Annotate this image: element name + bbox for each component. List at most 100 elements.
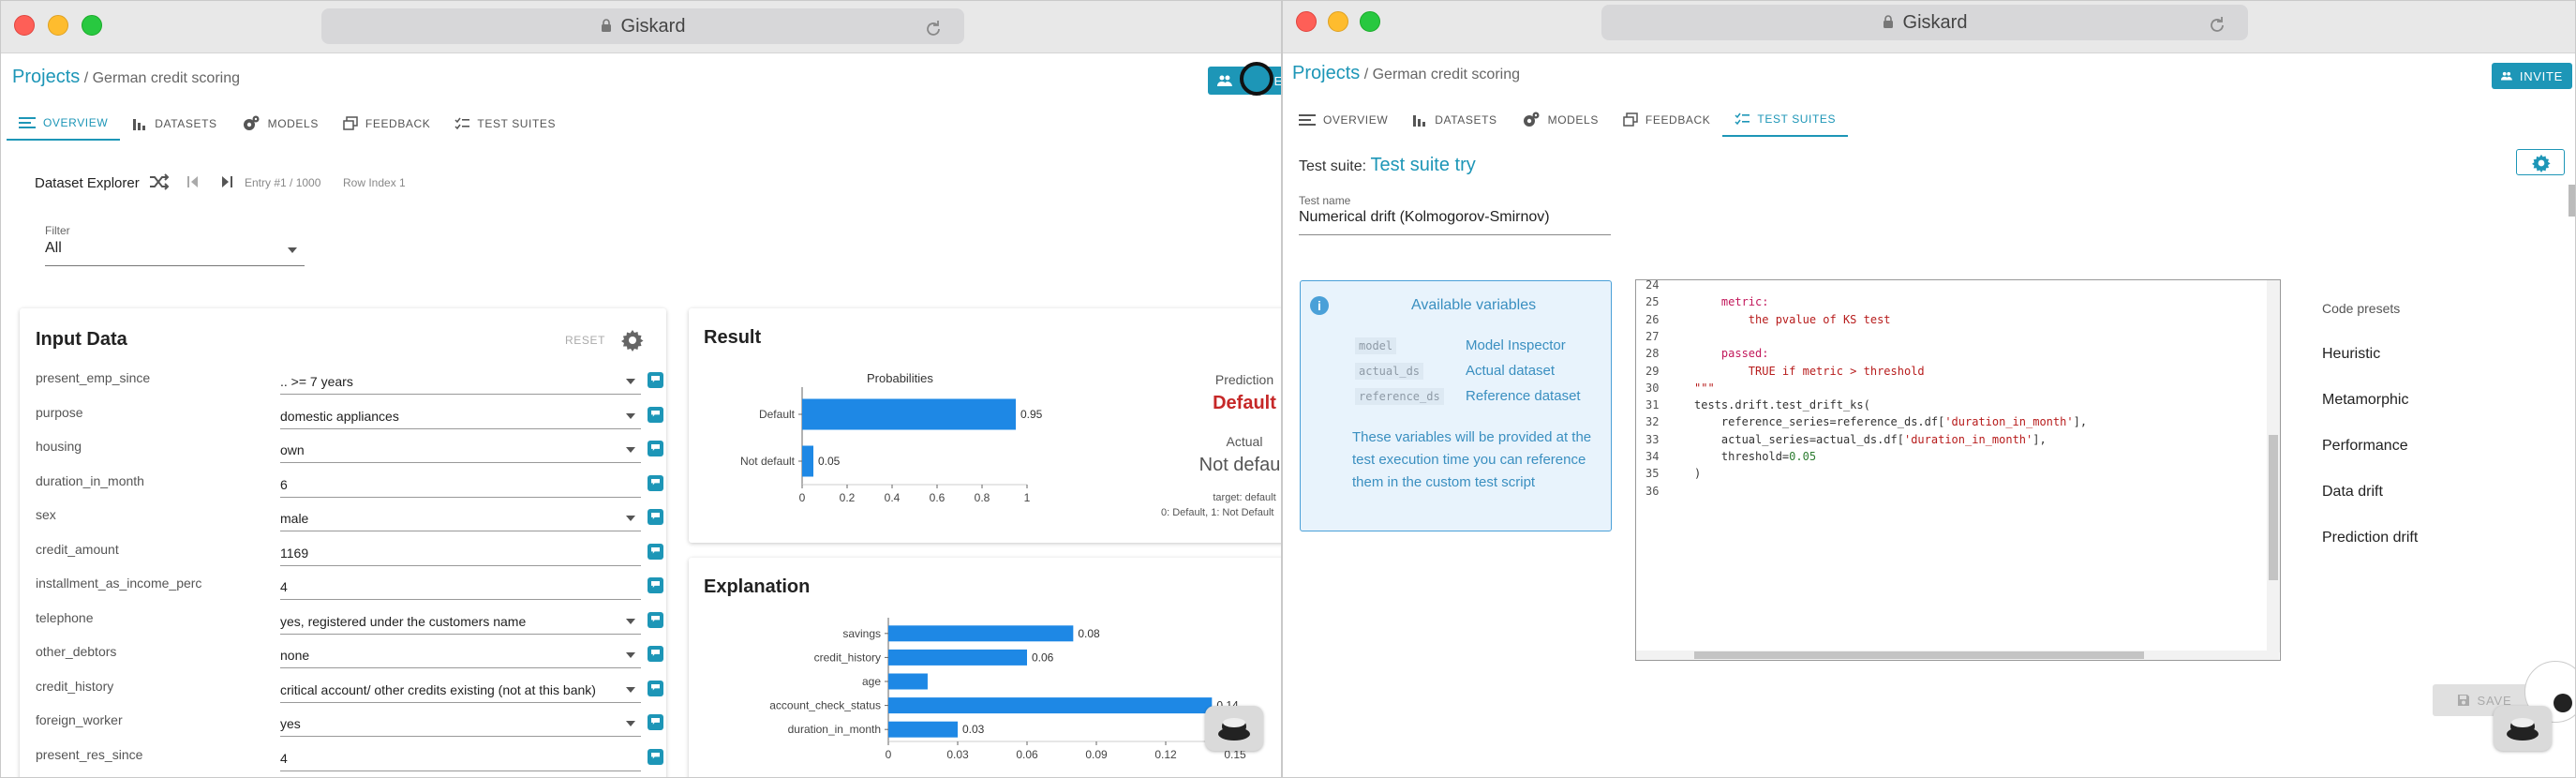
add-feedback-icon[interactable] <box>648 441 663 456</box>
checklist-icon <box>1735 112 1750 126</box>
address-bar[interactable]: Giskard <box>321 8 964 44</box>
invite-button[interactable]: INVITE <box>2492 63 2572 89</box>
minimize-window-button[interactable] <box>48 15 68 36</box>
code-text: reference_series=reference_ds.df['durati… <box>1694 415 2088 429</box>
add-feedback-icon[interactable] <box>648 577 663 593</box>
add-feedback-icon[interactable] <box>648 406 663 423</box>
address-bar[interactable]: Giskard <box>1601 5 2248 40</box>
first-page-icon[interactable] <box>186 175 200 188</box>
add-feedback-icon[interactable] <box>648 509 663 525</box>
support-fab[interactable] <box>2494 706 2552 751</box>
add-feedback-icon[interactable] <box>648 543 663 560</box>
field-select[interactable]: own <box>280 437 641 463</box>
suite-name: Test suite try <box>1370 155 1476 175</box>
add-feedback-icon[interactable] <box>648 611 663 628</box>
field-select[interactable]: yes, registered under the customers name <box>280 608 641 635</box>
line-number: 27 <box>1645 329 1660 343</box>
field-select[interactable]: domestic appliances <box>280 403 641 429</box>
add-feedback-icon[interactable] <box>648 646 663 662</box>
x-tick-label: 0.09 <box>1085 748 1108 761</box>
tab-overview[interactable]: OVERVIEW <box>7 107 121 141</box>
horizontal-scrollbar[interactable] <box>1636 651 2279 660</box>
shuffle-icon[interactable] <box>149 172 170 191</box>
breadcrumb-projects-link[interactable]: Projects <box>12 67 81 87</box>
feedback-icon <box>1623 112 1638 127</box>
breadcrumb-projects-link[interactable]: Projects <box>1292 63 1361 83</box>
field-input[interactable]: 1169 <box>280 540 641 566</box>
project-tabs: OVERVIEW DATASETS MODELS FEEDBACK TEST S… <box>7 107 568 141</box>
next-page-icon[interactable] <box>220 175 233 188</box>
browser-titlebar: Giskard <box>1283 1 2575 53</box>
address-text: Giskard <box>620 16 686 37</box>
category-label: account_check_status <box>769 699 881 712</box>
tab-datasets[interactable]: DATASETS <box>120 107 229 141</box>
field-input[interactable]: 4 <box>280 574 641 600</box>
tab-feedback[interactable]: FEEDBACK <box>1611 103 1722 137</box>
horizontal-scrollbar-thumb[interactable] <box>1694 651 2144 659</box>
tab-models[interactable]: MODELS <box>1510 103 1611 137</box>
dataset-explorer-title: Dataset Explorer <box>35 175 140 191</box>
close-window-button[interactable] <box>14 15 35 36</box>
x-tick-label: 0.15 <box>1224 748 1246 761</box>
test-name-input[interactable]: Numerical drift (Kolmogorov-Smirnov) <box>1299 209 1611 235</box>
add-feedback-icon[interactable] <box>648 714 663 730</box>
field-value: 1169 <box>280 545 309 561</box>
add-feedback-icon[interactable] <box>648 474 663 491</box>
bar <box>802 398 1016 430</box>
filter-select[interactable]: All <box>45 240 305 266</box>
code-preset-item[interactable]: Heuristic <box>2322 346 2381 362</box>
explanation-chart: savings 0.08 credit_history 0.06 age account_… <box>769 618 1246 761</box>
field-label: telephone <box>36 609 94 625</box>
tab-overview[interactable]: OVERVIEW <box>1287 103 1400 137</box>
tab-label: OVERVIEW <box>43 116 109 129</box>
minimize-window-button[interactable] <box>1328 11 1348 32</box>
field-input[interactable]: 6 <box>280 471 641 498</box>
tab-label: DATASETS <box>155 117 217 130</box>
actual-label: Actual <box>1226 434 1263 449</box>
field-select[interactable]: yes <box>280 711 641 737</box>
field-select[interactable]: .. >= 7 years <box>280 368 641 395</box>
code-preset-item[interactable]: Metamorphic <box>2322 392 2409 408</box>
tab-test-suites[interactable]: TEST SUITES <box>1722 103 1849 137</box>
reload-icon[interactable] <box>923 16 944 52</box>
add-feedback-icon[interactable] <box>648 372 663 388</box>
tab-test-suites[interactable]: TEST SUITES <box>442 107 568 141</box>
support-fab[interactable] <box>1205 706 1263 751</box>
field-label: housing <box>36 439 82 454</box>
field-label: sex <box>36 507 56 522</box>
close-window-button[interactable] <box>1296 11 1317 32</box>
code-preset-item[interactable]: Data drift <box>2322 484 2383 500</box>
vertical-scrollbar[interactable] <box>2267 280 2280 652</box>
suite-settings-button[interactable] <box>2516 149 2565 175</box>
field-input[interactable]: 4 <box>280 745 641 771</box>
line-number: 31 <box>1645 398 1660 412</box>
code-editor[interactable]: 24 25 metric: 26 the pvalue of KS test 27 28… <box>1635 279 2281 661</box>
reload-icon[interactable] <box>2207 12 2227 48</box>
field-select[interactable]: critical account/ other credits existing… <box>280 677 641 703</box>
page-scrollbar-thumb[interactable] <box>2569 185 2575 217</box>
code-preset-item[interactable]: Prediction drift <box>2322 530 2419 546</box>
field-label: foreign_worker <box>36 712 123 727</box>
actual-value: Not default <box>1199 455 1282 475</box>
gear-icon[interactable] <box>621 329 644 352</box>
field-select[interactable]: none <box>280 642 641 668</box>
code-preset-item[interactable]: Performance <box>2322 438 2408 454</box>
variable-row: reference_ds Reference dataset <box>1355 388 1608 409</box>
field-select[interactable]: male <box>280 505 641 531</box>
add-feedback-icon[interactable] <box>648 748 663 765</box>
maximize-window-button[interactable] <box>1360 11 1380 32</box>
code-text: actual_series=actual_ds.df['duration_in_… <box>1694 432 2047 446</box>
tab-datasets[interactable]: DATASETS <box>1400 103 1509 137</box>
tab-models[interactable]: MODELS <box>230 107 331 141</box>
field-label: other_debtors <box>36 644 117 659</box>
save-label: SAVE <box>2477 693 2512 708</box>
reset-button[interactable]: RESET <box>565 334 606 347</box>
category-label: age <box>862 675 881 688</box>
category-label: Default <box>759 408 796 421</box>
maximize-window-button[interactable] <box>82 15 102 36</box>
tab-feedback[interactable]: FEEDBACK <box>331 107 442 141</box>
add-feedback-icon[interactable] <box>648 680 663 696</box>
vertical-scrollbar-thumb[interactable] <box>2269 435 2278 580</box>
category-label: credit_history <box>814 651 881 664</box>
suite-prefix: Test suite: <box>1299 158 1367 174</box>
